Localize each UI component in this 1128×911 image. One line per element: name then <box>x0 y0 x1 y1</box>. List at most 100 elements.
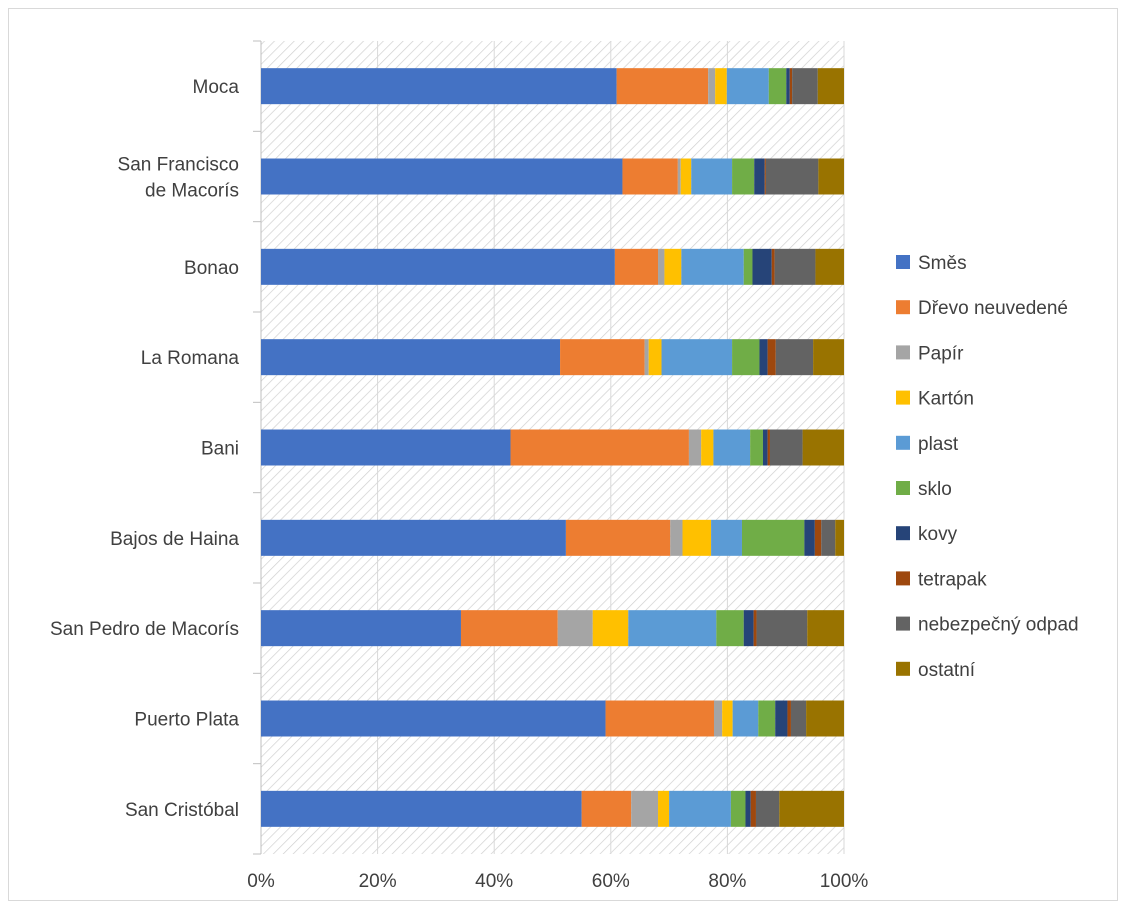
bar-8-series-3 <box>713 700 723 737</box>
bar-7-series-3 <box>557 610 593 647</box>
bar-5-series-2 <box>510 429 689 466</box>
legend-entry: Papír <box>896 343 964 364</box>
bar-3-series-8 <box>771 248 775 285</box>
bar-2-series-5 <box>691 158 733 195</box>
bar-2-series-10 <box>818 158 844 195</box>
bar-8-series-1 <box>261 700 606 737</box>
bar-6-series-7 <box>804 519 815 556</box>
bar-3-series-2 <box>614 248 659 285</box>
bar-5-series-4 <box>701 429 714 466</box>
bar-7-series-4 <box>592 610 629 647</box>
bar-1-series-3 <box>708 68 716 105</box>
category-label: San Francisco de Macorís <box>118 155 239 202</box>
bar-6-series-8 <box>814 519 822 556</box>
bar-3-series-9 <box>774 248 816 285</box>
legend-swatch <box>896 616 910 631</box>
bar-2-series-2 <box>622 158 678 195</box>
bar-7-series-10 <box>807 610 844 647</box>
y-axis <box>253 40 262 855</box>
bar-7-series-6 <box>716 610 744 647</box>
category-label: Bajos de Haina <box>110 529 239 550</box>
legend-entry: nebezpečný odpad <box>896 615 1079 636</box>
bar-1-series-8 <box>789 68 793 105</box>
bar-4-series-3 <box>644 339 649 376</box>
bar-2-series-4 <box>680 158 692 195</box>
bar-7-series-2 <box>460 610 558 647</box>
bar-6-series-1 <box>261 519 566 556</box>
category-label: Bani <box>201 439 239 460</box>
category-label: Bonao <box>184 258 239 279</box>
bar-1-series-9 <box>792 68 818 105</box>
bar-4-series-7 <box>759 339 768 376</box>
x-tick-label: 80% <box>708 871 746 892</box>
bar-5-series-6 <box>750 429 763 466</box>
legend-swatch <box>896 526 910 541</box>
bar-9-series-5 <box>669 790 731 827</box>
bar-5-series-8 <box>767 429 770 466</box>
bar-2-series-6 <box>732 158 755 195</box>
legend-label: Papír <box>918 343 964 364</box>
bar-8-series-8 <box>787 700 791 737</box>
bar-1-series-7 <box>786 68 790 105</box>
bar-1-series-4 <box>715 68 727 105</box>
legend-entry: Směs <box>896 253 967 274</box>
bar-5-series-10 <box>802 429 844 466</box>
bar-7-series-7 <box>743 610 754 647</box>
bar-5-series-5 <box>713 429 751 466</box>
bar-2-series-1 <box>261 158 623 195</box>
bar-1-series-1 <box>261 68 617 105</box>
bar-9-series-9 <box>755 790 780 827</box>
bar-6-series-4 <box>682 519 712 556</box>
category-label: Moca <box>193 77 240 98</box>
legend-label: Dřevo neuvedené <box>918 298 1068 319</box>
legend-entry: ostatní <box>896 660 976 681</box>
bar-6-series-5 <box>711 519 742 556</box>
legend-swatch <box>896 390 910 405</box>
bar-4-series-9 <box>775 339 814 376</box>
bar-4-series-2 <box>560 339 645 376</box>
bar-1-series-10 <box>817 68 844 105</box>
bar-4-series-6 <box>732 339 760 376</box>
x-tick-label: 0% <box>247 871 275 892</box>
legend-label: ostatní <box>918 660 976 681</box>
stacked-bar-chart: Moca San Francisco de Macorís Bonao La Roman… <box>50 40 1079 892</box>
chart-frame: Moca San Francisco de Macorís Bonao La Roman… <box>8 8 1118 901</box>
bar-4-series-8 <box>767 339 776 376</box>
bar-5-series-3 <box>688 429 702 466</box>
category-label: La Romana <box>141 348 240 369</box>
bar-2-series-3 <box>677 158 681 195</box>
bar-2-series-8 <box>764 158 766 195</box>
bar-8-series-10 <box>806 700 844 737</box>
legend-entry: kovy <box>896 524 958 545</box>
bar-3-series-4 <box>664 248 682 285</box>
legend-swatch <box>896 661 910 676</box>
bar-9-series-10 <box>779 790 844 827</box>
bar-6-series-10 <box>835 519 844 556</box>
bar-8-series-9 <box>790 700 807 737</box>
category-label: San Pedro de Macorís <box>50 619 239 640</box>
bar-9-series-7 <box>745 790 751 827</box>
bar-5-series-9 <box>769 429 803 466</box>
x-tick-label: 40% <box>475 871 513 892</box>
bar-6-series-9 <box>821 519 836 556</box>
legend-label: Směs <box>918 253 967 274</box>
legend-label: sklo <box>918 479 952 500</box>
legend-entry: sklo <box>896 479 952 500</box>
bar-9-series-4 <box>658 790 670 827</box>
bar-6-series-3 <box>670 519 683 556</box>
legend-entry: tetrapak <box>896 569 987 590</box>
bar-5-series-1 <box>261 429 511 466</box>
x-tick-label: 100% <box>820 871 869 892</box>
bar-2-series-9 <box>765 158 819 195</box>
x-tick-labels: 0% 20% 40% 60% 80% 100% <box>247 871 868 892</box>
bar-8-series-2 <box>605 700 714 737</box>
bar-5-series-7 <box>762 429 768 466</box>
bar-3-series-3 <box>658 248 665 285</box>
legend-swatch <box>896 300 910 315</box>
bar-3-series-7 <box>752 248 772 285</box>
category-labels: Moca San Francisco de Macorís Bonao La Roman… <box>50 77 239 821</box>
bar-8-series-5 <box>732 700 759 737</box>
bar-6-series-6 <box>741 519 805 556</box>
bar-6-series-2 <box>565 519 671 556</box>
bar-7-series-8 <box>753 610 757 647</box>
